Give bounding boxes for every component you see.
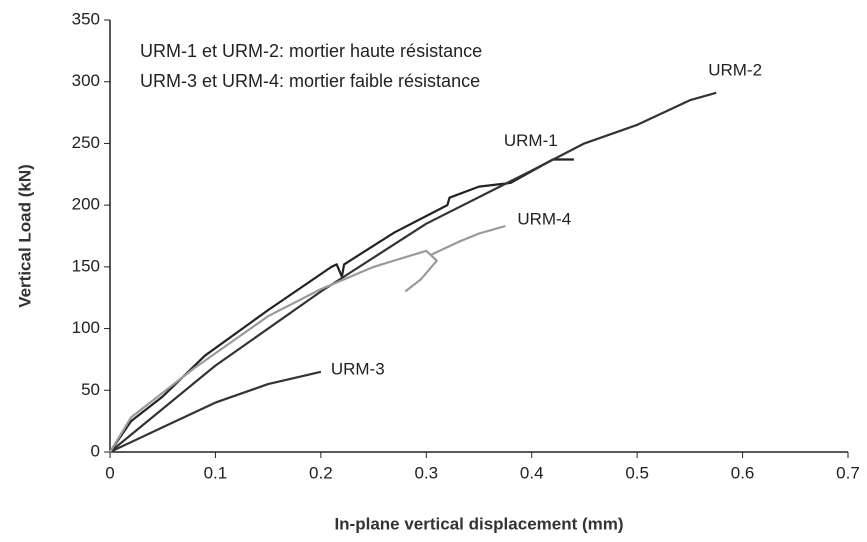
y-tick-label: 150 [72, 256, 100, 275]
series-line [109, 158, 574, 453]
x-tick-label: 0.2 [309, 463, 333, 482]
annotation: URM-3 et URM-4: mortier faible résistanc… [140, 71, 480, 91]
y-axis-title: Vertical Load (kN) [15, 164, 34, 308]
y-tick-label: 350 [72, 9, 100, 28]
series-label: URM-2 [708, 60, 762, 79]
series-line [109, 91, 717, 453]
x-axis-title: In-plane vertical displacement (mm) [334, 514, 623, 533]
x-tick-label: 0.3 [414, 463, 438, 482]
y-tick-label: 300 [72, 71, 100, 90]
y-tick-label: 100 [72, 318, 100, 337]
x-tick-label: 0.6 [731, 463, 755, 482]
x-tick-label: 0.5 [625, 463, 649, 482]
series-label: URM-3 [331, 359, 385, 378]
y-tick-label: 250 [72, 133, 100, 152]
y-tick-label: 0 [91, 441, 100, 460]
series-line [109, 225, 506, 453]
y-tick-label: 50 [81, 380, 100, 399]
x-tick-label: 0.4 [520, 463, 544, 482]
series-label: URM-1 [504, 131, 558, 150]
x-tick-label: 0.1 [204, 463, 228, 482]
series-line [109, 370, 322, 453]
x-tick-label: 0 [105, 463, 114, 482]
x-tick-label: 0.7 [836, 463, 860, 482]
annotation: URM-1 et URM-2: mortier haute résistance [140, 41, 482, 61]
y-tick-label: 200 [72, 195, 100, 214]
series-label: URM-4 [517, 210, 571, 229]
